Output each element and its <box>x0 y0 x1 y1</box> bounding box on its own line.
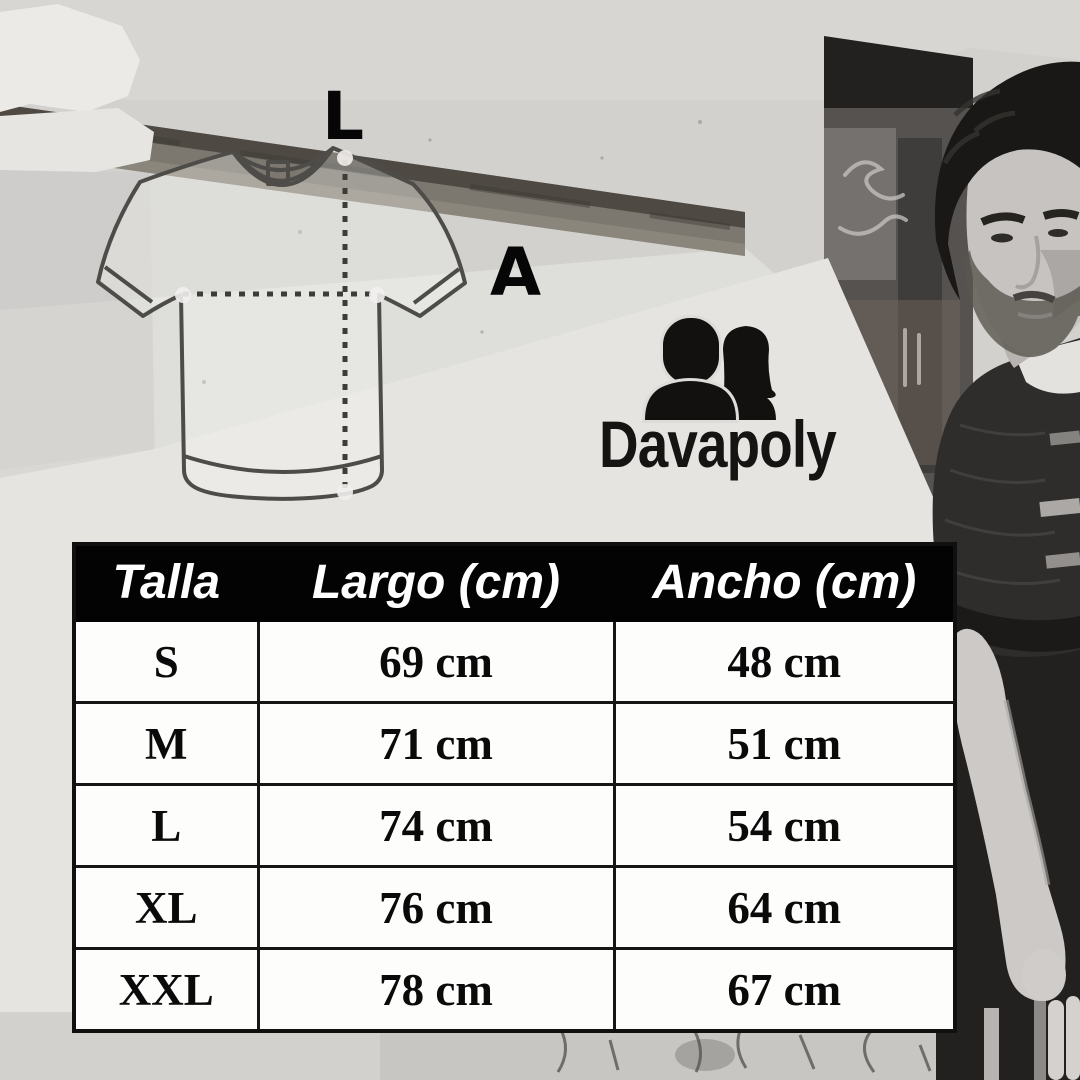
size-cell: L <box>72 783 260 868</box>
ancho-cell: 64 cm <box>612 865 957 950</box>
size-cell: S <box>72 619 260 704</box>
column-header-ancho: Ancho (cm) <box>612 542 957 622</box>
size-cell: M <box>72 701 260 786</box>
table-row: XXL 78 cm 67 cm <box>72 947 957 1033</box>
column-header-largo: Largo (cm) <box>256 542 616 622</box>
largo-cell: 71 cm <box>256 701 616 786</box>
ancho-cell: 67 cm <box>612 947 957 1033</box>
measure-lines <box>183 160 378 494</box>
table-row: S 69 cm 48 cm <box>72 619 957 704</box>
column-header-talla: Talla <box>72 542 260 622</box>
measure-endpoint-dots <box>175 150 385 500</box>
largo-cell: 78 cm <box>256 947 616 1033</box>
brand-name: Davapoly <box>599 407 837 481</box>
ancho-cell: 51 cm <box>612 701 957 786</box>
largo-cell: 76 cm <box>256 865 616 950</box>
table-row: L 74 cm 54 cm <box>72 783 957 868</box>
ancho-cell: 48 cm <box>612 619 957 704</box>
largo-cell: 74 cm <box>256 783 616 868</box>
width-label: A <box>490 234 542 311</box>
two-person-silhouette-icon <box>641 315 776 423</box>
length-label: L <box>322 78 365 155</box>
table-row: M 71 cm 51 cm <box>72 701 957 786</box>
wall-plaster-blocks <box>0 4 154 172</box>
size-cell: XL <box>72 865 260 950</box>
man-photo <box>932 61 1080 1080</box>
ancho-cell: 54 cm <box>612 783 957 868</box>
table-row: XL 76 cm 64 cm <box>72 865 957 950</box>
largo-cell: 69 cm <box>256 619 616 704</box>
tshirt-outline-icon <box>96 146 467 501</box>
table-header-row: Talla Largo (cm) Ancho (cm) <box>72 542 957 622</box>
size-table: Talla Largo (cm) Ancho (cm) S 69 cm 48 c… <box>72 542 957 1033</box>
size-cell: XXL <box>72 947 260 1033</box>
